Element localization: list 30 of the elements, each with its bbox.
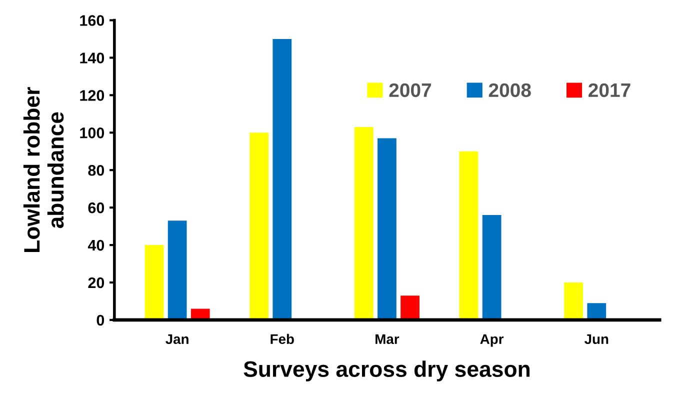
bar xyxy=(250,132,269,320)
x-tick-label: Jun xyxy=(584,334,608,344)
legend-label: 2017 xyxy=(588,83,630,98)
y-tick-label: 120 xyxy=(80,90,104,101)
x-tick-label: Jan xyxy=(166,334,188,344)
bar xyxy=(459,151,478,320)
y-tick-label: 160 xyxy=(80,15,104,26)
x-axis-title: Surveys across dry season xyxy=(244,360,530,382)
y-tick-label: 20 xyxy=(88,277,104,288)
x-tick-label: Apr xyxy=(480,334,504,347)
legend-label: 2008 xyxy=(488,83,531,98)
legend-label: 2007 xyxy=(389,83,432,98)
bar xyxy=(354,127,374,320)
bar xyxy=(378,138,396,320)
bar xyxy=(482,215,502,320)
bar xyxy=(587,303,606,320)
x-tick-label: Mar xyxy=(376,334,400,344)
x-tick-label: Feb xyxy=(270,334,294,344)
bar xyxy=(400,296,420,320)
y-tick-label: 80 xyxy=(88,164,104,176)
bar xyxy=(168,220,187,320)
bar xyxy=(564,282,584,320)
bar xyxy=(144,245,164,320)
y-tick-label: 40 xyxy=(88,240,104,251)
y-tick-label: 140 xyxy=(80,52,104,64)
y-tick-label: 100 xyxy=(80,128,104,138)
y-tick-label: 0 xyxy=(96,314,104,326)
y-tick-label: 60 xyxy=(88,202,104,214)
bar xyxy=(272,38,292,320)
y-axis-title: Lowland robber abundance xyxy=(23,87,64,252)
